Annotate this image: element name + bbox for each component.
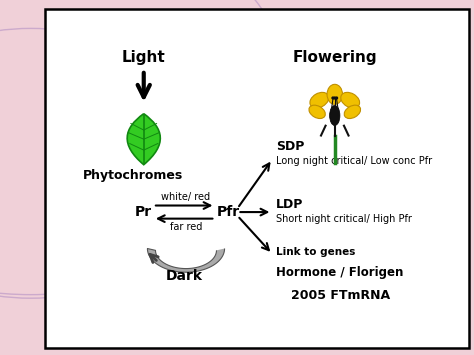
Circle shape [332, 97, 334, 99]
Ellipse shape [310, 92, 329, 108]
Text: Dark: Dark [165, 269, 203, 283]
Text: Phytochromes: Phytochromes [82, 169, 183, 182]
Text: Long night critical/ Low conc Pfr: Long night critical/ Low conc Pfr [276, 156, 432, 166]
Text: white/ red: white/ red [162, 192, 210, 202]
Text: 2005 FTmRNA: 2005 FTmRNA [291, 289, 390, 302]
Text: Flowering: Flowering [292, 50, 377, 65]
Ellipse shape [309, 105, 325, 119]
Text: SDP: SDP [276, 140, 304, 153]
Text: Pfr: Pfr [217, 205, 240, 219]
Text: Hormone / Florigen: Hormone / Florigen [276, 266, 403, 279]
Text: LDP: LDP [276, 198, 303, 211]
Ellipse shape [327, 84, 343, 104]
Ellipse shape [329, 105, 340, 126]
Text: Pr: Pr [135, 205, 152, 219]
Ellipse shape [344, 105, 361, 119]
PathPatch shape [147, 248, 225, 272]
Text: Link to genes: Link to genes [276, 247, 356, 257]
Text: far red: far red [170, 222, 202, 232]
Circle shape [334, 97, 336, 99]
Text: Light: Light [122, 50, 165, 65]
Text: Short night critical/ High Pfr: Short night critical/ High Pfr [276, 214, 412, 224]
Ellipse shape [341, 92, 360, 108]
Circle shape [336, 97, 337, 99]
PathPatch shape [127, 114, 160, 165]
